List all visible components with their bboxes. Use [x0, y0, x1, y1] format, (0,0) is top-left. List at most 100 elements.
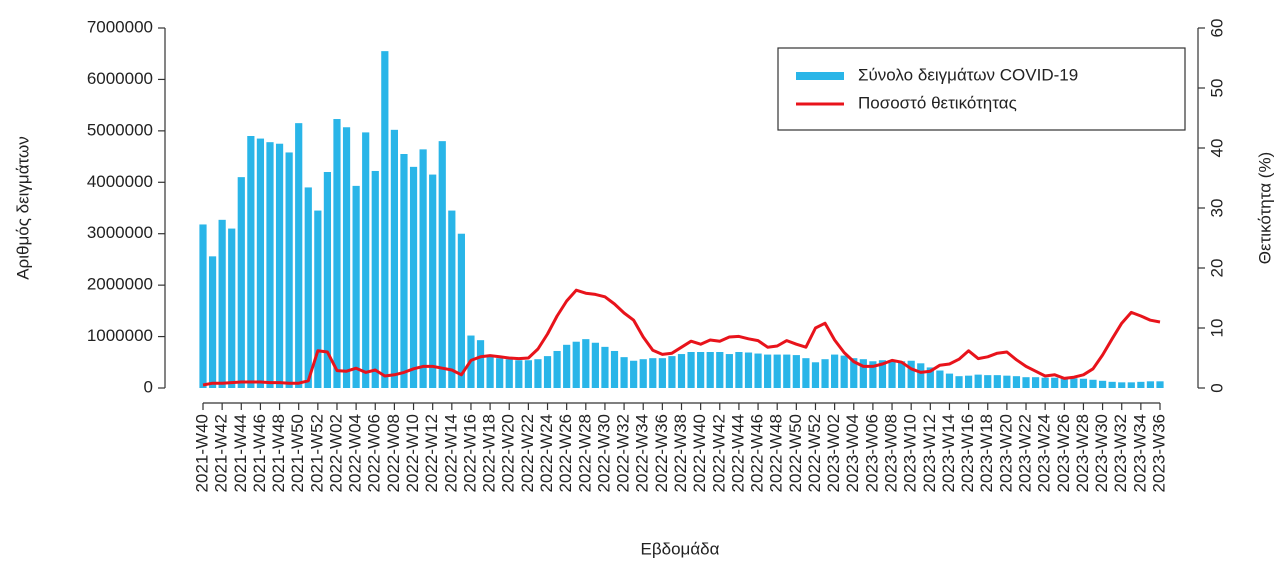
x-tick-label: 2023-W22	[1016, 414, 1035, 492]
x-tick-label: 2022-W46	[748, 414, 767, 492]
bar	[275, 143, 284, 388]
bar	[448, 210, 456, 388]
bar	[926, 367, 934, 388]
x-tick-label: 2022-W18	[480, 414, 499, 492]
bar	[620, 357, 628, 388]
bar	[792, 355, 800, 388]
bar	[1079, 378, 1088, 388]
y-tick-label: 2000000	[87, 275, 153, 294]
x-tick-label: 2023-W10	[901, 414, 920, 492]
bar	[247, 136, 255, 388]
bar	[1041, 377, 1049, 388]
x-tick-label: 2022-W10	[403, 414, 422, 492]
x-tick-label: 2022-W04	[346, 414, 365, 492]
x-tick-label: 2022-W16	[460, 414, 479, 492]
bar	[1098, 380, 1107, 388]
x-tick-label: 2023-W26	[1054, 414, 1073, 492]
x-tick-label: 2021-W50	[288, 414, 307, 492]
x-tick-label: 2022-W08	[384, 414, 403, 492]
bar	[486, 356, 494, 388]
bar	[668, 356, 676, 388]
bar	[323, 172, 332, 388]
bar	[677, 354, 686, 388]
y-axis-label: Αριθμός δειγμάτων	[13, 136, 32, 280]
y2-tick-label: 0	[1207, 383, 1226, 392]
x-tick-label: 2022-W34	[633, 414, 652, 492]
bar	[840, 355, 848, 388]
y2-tick-label: 60	[1207, 19, 1226, 38]
y-tick-label: 4000000	[87, 172, 153, 191]
bar	[936, 370, 944, 388]
bar	[553, 350, 561, 388]
x-tick-label: 2022-W32	[614, 414, 633, 492]
x-tick-label: 2023-W30	[1092, 414, 1111, 492]
bar	[821, 359, 829, 388]
bar	[1156, 381, 1164, 388]
bar	[400, 154, 408, 388]
y-tick-label: 0	[144, 377, 153, 396]
x-tick-label: 2023-W20	[996, 414, 1015, 492]
bar	[524, 360, 532, 388]
x-tick-label: 2023-W06	[862, 414, 881, 492]
x-tick-label: 2023-W28	[1073, 414, 1092, 492]
x-tick-label: 2023-W08	[882, 414, 901, 492]
x-tick-label: 2022-W12	[422, 414, 441, 492]
bar	[1127, 382, 1135, 388]
bar	[945, 373, 954, 388]
x-tick-label: 2022-W22	[518, 414, 537, 492]
bar	[783, 354, 791, 388]
bar	[563, 344, 571, 388]
x-tick-label: 2022-W44	[728, 414, 747, 492]
bar	[1118, 382, 1126, 388]
bar	[601, 346, 609, 388]
x-tick-label: 2022-W02	[326, 414, 345, 492]
bar	[773, 354, 781, 388]
bar	[1012, 376, 1021, 388]
bar	[687, 352, 695, 388]
bar	[496, 358, 504, 388]
y-tick-label: 1000000	[87, 326, 153, 345]
y2-tick-label: 10	[1207, 319, 1226, 338]
bar	[1108, 381, 1116, 388]
bar	[831, 354, 839, 388]
bar	[304, 187, 312, 388]
bar	[1089, 379, 1097, 388]
bar	[515, 360, 523, 388]
x-tick-label: 2022-W06	[365, 414, 384, 492]
bar	[802, 358, 810, 388]
bar	[582, 339, 590, 388]
bar	[955, 376, 963, 388]
y2-tick-label: 30	[1207, 199, 1226, 218]
x-tick-label: 2022-W14	[441, 414, 460, 492]
bar	[965, 375, 973, 388]
bar	[457, 233, 465, 388]
y2-tick-label: 50	[1207, 79, 1226, 98]
legend-label: Σύνολο δειγμάτων COVID-19	[858, 65, 1078, 84]
bar	[1060, 378, 1068, 388]
bar	[285, 152, 293, 388]
x-tick-label: 2023-W24	[1035, 414, 1054, 492]
bar	[543, 356, 552, 388]
x-tick-label: 2023-W02	[824, 414, 843, 492]
x-axis-label: Εβδομάδα	[641, 539, 720, 558]
bar	[735, 352, 743, 388]
bar	[907, 360, 915, 388]
x-tick-label: 2022-W24	[537, 414, 556, 492]
bar	[716, 352, 724, 388]
bar	[371, 170, 379, 388]
bar	[266, 142, 274, 388]
bar	[984, 375, 992, 388]
bar	[333, 119, 341, 389]
bar	[639, 359, 647, 388]
bar	[381, 51, 389, 389]
bar	[295, 123, 303, 389]
y2-axis-label: Θετικότητα (%)	[1255, 152, 1274, 264]
x-tick-label: 2023-W18	[977, 414, 996, 492]
x-tick-label: 2022-W52	[805, 414, 824, 492]
line	[202, 288, 1161, 387]
bar	[811, 362, 820, 388]
bar	[697, 352, 705, 388]
bar	[764, 354, 772, 388]
x-tick-label: 2023-W04	[843, 414, 862, 492]
